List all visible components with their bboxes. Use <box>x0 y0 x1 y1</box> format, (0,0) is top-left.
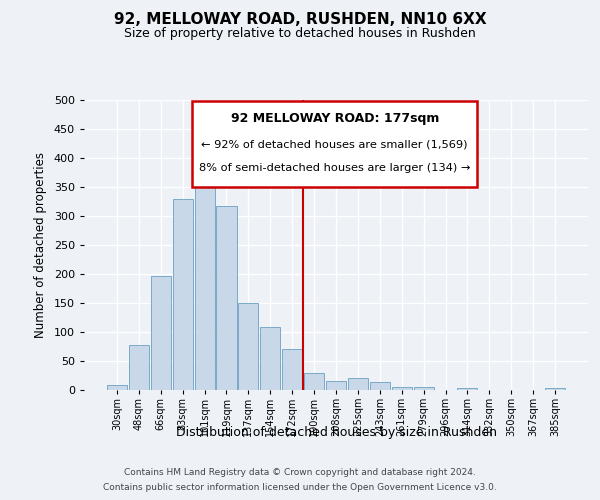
Text: Distribution of detached houses by size in Rushden: Distribution of detached houses by size … <box>176 426 497 439</box>
Text: 8% of semi-detached houses are larger (134) →: 8% of semi-detached houses are larger (1… <box>199 163 470 173</box>
Bar <box>151 276 171 390</box>
Bar <box>413 387 434 390</box>
Text: ← 92% of detached houses are smaller (1,569): ← 92% of detached houses are smaller (1,… <box>202 139 468 149</box>
Bar <box>392 387 412 390</box>
Bar <box>238 303 259 390</box>
Text: 92, MELLOWAY ROAD, RUSHDEN, NN10 6XX: 92, MELLOWAY ROAD, RUSHDEN, NN10 6XX <box>113 12 487 28</box>
Bar <box>282 349 302 390</box>
Bar <box>260 327 280 390</box>
Bar <box>545 388 565 390</box>
Bar <box>457 388 478 390</box>
Text: 92 MELLOWAY ROAD: 177sqm: 92 MELLOWAY ROAD: 177sqm <box>230 112 439 125</box>
Bar <box>173 198 193 390</box>
Bar <box>370 382 390 390</box>
Bar <box>217 206 236 390</box>
Bar <box>194 170 215 390</box>
Text: Contains HM Land Registry data © Crown copyright and database right 2024.: Contains HM Land Registry data © Crown c… <box>124 468 476 477</box>
Text: Contains public sector information licensed under the Open Government Licence v3: Contains public sector information licen… <box>103 483 497 492</box>
Bar <box>348 378 368 390</box>
Y-axis label: Number of detached properties: Number of detached properties <box>34 152 47 338</box>
Text: Size of property relative to detached houses in Rushden: Size of property relative to detached ho… <box>124 28 476 40</box>
Bar <box>326 380 346 390</box>
Bar <box>129 345 149 390</box>
Bar <box>304 372 324 390</box>
Bar <box>107 386 127 390</box>
